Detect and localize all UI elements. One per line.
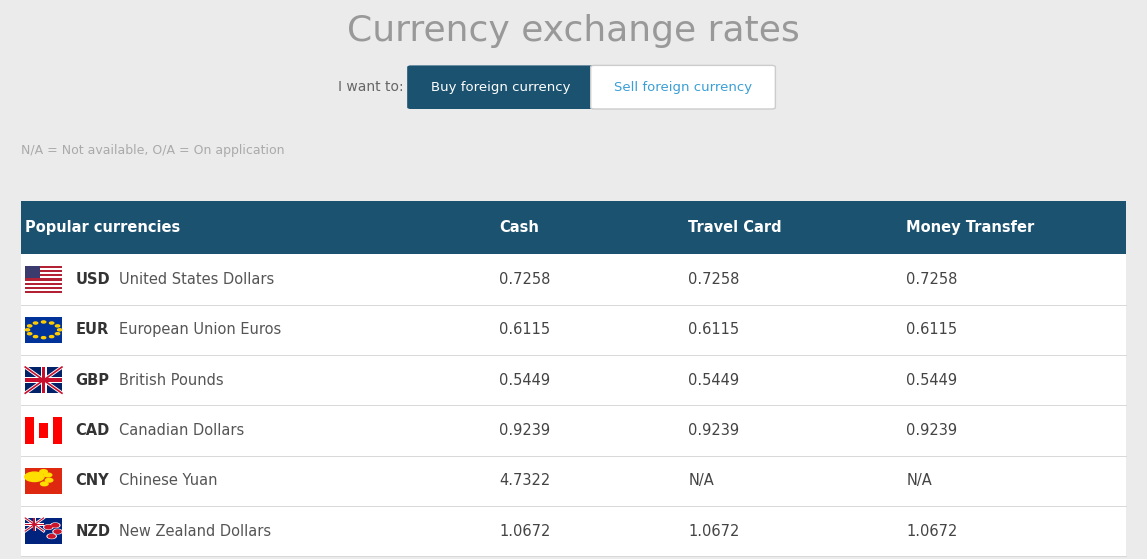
Text: 1.0672: 1.0672 xyxy=(688,524,740,538)
Bar xyxy=(25,271,62,272)
Text: 0.7258: 0.7258 xyxy=(688,272,740,287)
Bar xyxy=(25,281,62,282)
Circle shape xyxy=(55,325,60,327)
Text: 0.6115: 0.6115 xyxy=(499,323,551,337)
Text: 1.0672: 1.0672 xyxy=(906,524,958,538)
Text: 0.5449: 0.5449 xyxy=(688,373,740,387)
Text: 1.0672: 1.0672 xyxy=(499,524,551,538)
Text: European Union Euros: European Union Euros xyxy=(119,323,281,337)
Text: GBP: GBP xyxy=(76,373,110,387)
Bar xyxy=(33,518,36,531)
Circle shape xyxy=(54,530,61,533)
Bar xyxy=(21,254,1126,556)
Bar xyxy=(25,291,62,292)
Bar xyxy=(25,317,62,343)
Circle shape xyxy=(57,329,62,331)
Text: Sell foreign currency: Sell foreign currency xyxy=(614,80,752,94)
Text: Chinese Yuan: Chinese Yuan xyxy=(119,473,218,488)
Text: CAD: CAD xyxy=(76,423,110,438)
Bar xyxy=(39,423,48,438)
Bar xyxy=(25,288,62,291)
Circle shape xyxy=(47,534,56,538)
Bar xyxy=(33,518,36,531)
Text: 0.7258: 0.7258 xyxy=(906,272,958,287)
Text: Cash: Cash xyxy=(499,220,539,235)
Circle shape xyxy=(48,534,55,538)
Bar xyxy=(41,367,46,393)
Text: Currency exchange rates: Currency exchange rates xyxy=(348,14,799,48)
Text: Money Transfer: Money Transfer xyxy=(906,220,1035,235)
Circle shape xyxy=(40,482,48,486)
Text: New Zealand Dollars: New Zealand Dollars xyxy=(119,524,272,538)
Text: Buy foreign currency: Buy foreign currency xyxy=(431,80,571,94)
Bar xyxy=(25,268,62,271)
Circle shape xyxy=(52,524,58,527)
Circle shape xyxy=(40,470,47,473)
Circle shape xyxy=(46,479,53,482)
Circle shape xyxy=(44,525,53,529)
Bar xyxy=(34,418,53,443)
Circle shape xyxy=(45,525,52,529)
Bar xyxy=(25,285,62,287)
FancyBboxPatch shape xyxy=(591,65,775,109)
Bar xyxy=(25,518,62,544)
Circle shape xyxy=(50,523,60,528)
Circle shape xyxy=(25,329,30,331)
Bar xyxy=(25,287,62,288)
Circle shape xyxy=(25,472,44,481)
Bar xyxy=(25,274,62,277)
Bar xyxy=(25,277,62,278)
Text: Popular currencies: Popular currencies xyxy=(25,220,180,235)
Circle shape xyxy=(45,473,52,477)
Text: 0.9239: 0.9239 xyxy=(688,423,740,438)
Circle shape xyxy=(49,335,54,338)
Text: USD: USD xyxy=(76,272,110,287)
Text: 0.6115: 0.6115 xyxy=(688,323,740,337)
Circle shape xyxy=(33,335,38,338)
Circle shape xyxy=(28,333,32,335)
Text: N/A = Not available, O/A = On application: N/A = Not available, O/A = On applicatio… xyxy=(21,144,284,158)
Bar xyxy=(25,282,62,285)
Bar xyxy=(53,418,62,443)
Bar xyxy=(25,272,62,274)
Circle shape xyxy=(41,321,46,323)
Text: United States Dollars: United States Dollars xyxy=(119,272,274,287)
Bar xyxy=(25,377,62,383)
Text: 0.7258: 0.7258 xyxy=(499,272,551,287)
Text: Canadian Dollars: Canadian Dollars xyxy=(119,423,244,438)
FancyBboxPatch shape xyxy=(407,65,595,109)
Text: British Pounds: British Pounds xyxy=(119,373,224,387)
Text: CNY: CNY xyxy=(76,473,109,488)
Text: 0.5449: 0.5449 xyxy=(499,373,551,387)
Text: NZD: NZD xyxy=(76,524,111,538)
Bar xyxy=(40,367,47,393)
Text: EUR: EUR xyxy=(76,323,109,337)
Circle shape xyxy=(55,333,60,335)
Bar xyxy=(25,367,62,393)
Text: N/A: N/A xyxy=(906,473,931,488)
Bar xyxy=(25,524,44,525)
Bar xyxy=(25,278,62,281)
Circle shape xyxy=(49,322,54,324)
Text: N/A: N/A xyxy=(688,473,713,488)
Circle shape xyxy=(28,325,32,327)
Text: 0.9239: 0.9239 xyxy=(499,423,551,438)
Circle shape xyxy=(53,529,62,534)
Bar xyxy=(25,418,34,443)
Text: I want to:: I want to: xyxy=(338,79,404,94)
Bar xyxy=(25,267,40,278)
Bar xyxy=(25,378,62,382)
Text: 0.9239: 0.9239 xyxy=(906,423,958,438)
Bar xyxy=(25,267,62,268)
Bar xyxy=(25,523,44,526)
Bar xyxy=(21,201,1126,254)
Bar xyxy=(25,468,62,494)
Text: 0.5449: 0.5449 xyxy=(906,373,958,387)
Circle shape xyxy=(33,322,38,324)
Text: 4.7322: 4.7322 xyxy=(499,473,551,488)
Text: 0.6115: 0.6115 xyxy=(906,323,958,337)
Text: Travel Card: Travel Card xyxy=(688,220,782,235)
Circle shape xyxy=(41,337,46,339)
